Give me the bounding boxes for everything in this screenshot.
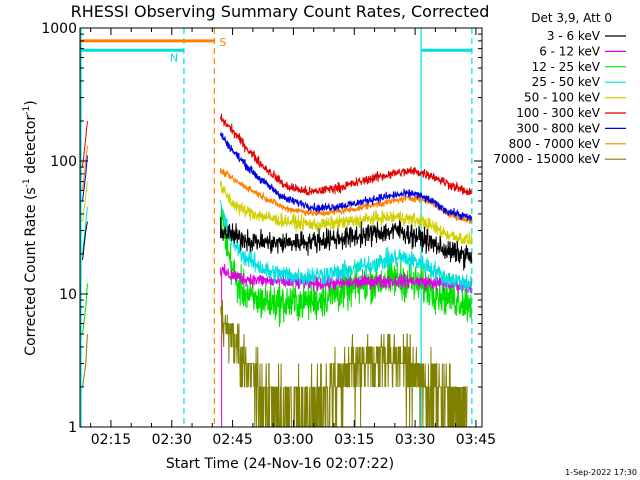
pre-gap-segment-6: [82, 283, 88, 335]
legend-label-800-7000-kev: 800 - 7000 keV: [509, 137, 601, 151]
legend-label-7000-15000-kev: 7000 - 15000 keV: [493, 152, 600, 166]
chart-title: RHESSI Observing Summary Count Rates, Co…: [71, 2, 490, 21]
legend-label-25-50-kev: 25 - 50 keV: [532, 75, 601, 89]
y-tick-label-100: 100: [50, 154, 77, 170]
legend-label-12-25-kev: 12 - 25 keV: [532, 60, 601, 74]
series-50-100-kev: [219, 181, 473, 245]
plot-area: [80, 28, 473, 427]
series-3-6-kev: [219, 217, 473, 271]
night-flag-label: N: [170, 51, 178, 64]
legend-title: Det 3,9, Att 0: [531, 11, 612, 25]
pre-gap-segment-0: [82, 120, 88, 168]
legend-label-3-6-kev: 3 - 6 keV: [547, 29, 601, 43]
series-300-800-kev: [219, 131, 473, 221]
plot-frame: [79, 27, 483, 428]
y-axis-label-sup1: -1: [22, 178, 32, 187]
series-100-300-kev: [219, 113, 473, 196]
x-axis-label: Start Time (24-Nov-16 02:07:22): [166, 456, 394, 472]
x-tick-label-03-45: 03:45: [456, 432, 496, 448]
x-tick-label-03-15: 03:15: [334, 432, 374, 448]
x-tick-label-03-30: 03:30: [395, 432, 435, 448]
y-tick-label-1000: 1000: [41, 21, 77, 37]
y-axis-label-sup2: -1: [22, 106, 32, 115]
axis-ticks: 02:15 02:30 02:45 03:00 03:15 03:30 03:45 1 10 10…: [41, 21, 496, 448]
series-7000-15000-kev: [220, 300, 468, 427]
series-12-25-kev: [219, 205, 473, 328]
y-axis-label-mid: detector: [23, 115, 39, 179]
y-axis-label-end: ): [23, 100, 39, 105]
y-axis-label-main: Corrected Count Rate (s: [23, 187, 39, 355]
legend-label-100-300-kev: 100 - 300 keV: [516, 106, 600, 120]
y-tick-label-1: 1: [68, 420, 77, 436]
saa-flag-label: S: [219, 36, 226, 49]
pre-gap-segment-2: [82, 155, 88, 202]
series-25-50-kev: [219, 199, 473, 293]
x-tick-label-02-15: 02:15: [91, 432, 131, 448]
series-6-12-kev: [219, 263, 473, 294]
x-tick-label-03-00: 03:00: [273, 432, 313, 448]
x-tick-label-02-30: 02:30: [152, 432, 192, 448]
legend-label-300-800-kev: 300 - 800 keV: [516, 121, 600, 135]
legend-label-6-12-kev: 6 - 12 keV: [539, 44, 601, 58]
pre-gap-segment-7: [82, 334, 88, 388]
legend-label-50-100-kev: 50 - 100 keV: [524, 91, 601, 105]
footer-timestamp: 1-Sep-2022 17:30: [565, 468, 637, 477]
pre-gap-segment-4: [82, 207, 88, 255]
x-tick-label-02-45: 02:45: [212, 432, 252, 448]
y-tick-label-10: 10: [59, 287, 77, 303]
pre-gap-segment-5: [82, 221, 88, 261]
pre-gap-segment-3: [82, 181, 88, 222]
y-axis-label: Corrected Count Rate (s-1 detector-1): [22, 100, 39, 355]
